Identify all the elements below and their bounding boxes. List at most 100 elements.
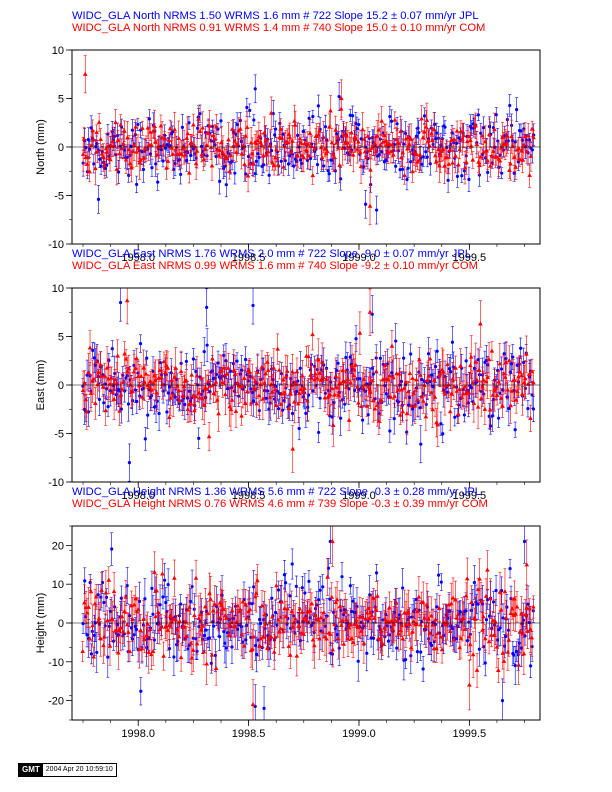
data-point — [394, 339, 398, 343]
data-point — [180, 125, 184, 130]
data-point — [474, 141, 480, 147]
data-point — [432, 122, 437, 126]
data-point — [192, 408, 197, 413]
data-point — [484, 359, 488, 363]
data-point — [167, 385, 172, 389]
data-point — [423, 124, 429, 129]
data-point — [300, 161, 304, 165]
data-point — [292, 399, 297, 404]
data-point — [114, 166, 120, 171]
data-point — [189, 372, 195, 377]
data-point — [511, 355, 515, 359]
data-point — [263, 134, 267, 138]
data-point — [375, 402, 380, 407]
data-point — [516, 146, 522, 151]
data-point — [332, 154, 337, 160]
data-point — [118, 122, 123, 127]
data-point — [391, 152, 396, 157]
data-point — [307, 116, 311, 120]
data-point — [106, 405, 110, 409]
data-point — [266, 367, 271, 372]
data-point — [162, 136, 168, 141]
data-point — [306, 153, 312, 158]
data-point — [389, 119, 394, 123]
data-point — [274, 147, 279, 152]
data-point — [294, 369, 300, 374]
data-point — [408, 136, 414, 141]
data-point — [330, 422, 336, 427]
data-point — [159, 135, 165, 140]
data-point — [139, 394, 145, 399]
data-point — [165, 410, 169, 414]
data-point — [486, 131, 492, 137]
data-point — [355, 126, 359, 131]
data-point — [400, 167, 405, 171]
data-point — [93, 165, 98, 171]
data-point — [311, 389, 315, 393]
data-point — [196, 116, 201, 121]
data-point — [502, 352, 506, 356]
data-point — [509, 362, 514, 366]
data-point — [315, 357, 321, 362]
data-point — [205, 130, 211, 135]
data-point — [194, 148, 200, 153]
data-point — [176, 135, 182, 140]
data-point — [388, 429, 392, 433]
data-point — [376, 127, 382, 132]
data-point — [279, 135, 285, 140]
data-point — [123, 157, 129, 162]
data-point — [185, 396, 190, 400]
data-point — [133, 133, 137, 137]
data-point — [106, 132, 110, 136]
data-point — [512, 171, 516, 175]
data-point — [430, 373, 434, 377]
data-point — [402, 356, 406, 360]
data-point — [131, 142, 137, 147]
data-point — [428, 162, 432, 166]
data-point — [344, 355, 348, 360]
data-point — [508, 103, 512, 108]
data-point — [486, 170, 490, 174]
data-point — [343, 384, 349, 389]
data-point — [197, 436, 201, 440]
data-point — [451, 136, 457, 141]
data-point — [332, 400, 336, 405]
data-point — [422, 114, 427, 118]
data-point — [126, 366, 132, 371]
east-panel: WIDC_GLA East NRMS 1.76 WRMS 2.0 mm # 72… — [35, 248, 541, 502]
data-point — [333, 373, 339, 378]
data-point — [420, 134, 426, 140]
data-point — [490, 148, 496, 154]
data-point — [287, 403, 292, 407]
data-point — [224, 155, 230, 160]
data-point — [135, 182, 139, 187]
data-point — [410, 169, 415, 174]
north-legend-ff0000: WIDC_GLA North NRMS 0.91 WRMS 1.4 mm # 7… — [72, 22, 485, 34]
data-point — [254, 401, 259, 406]
data-point — [216, 411, 221, 416]
data-point — [209, 163, 215, 168]
data-point — [251, 160, 256, 166]
data-point — [89, 126, 93, 130]
data-point — [321, 374, 326, 380]
data-point — [242, 375, 247, 380]
data-point — [95, 148, 100, 154]
data-point — [319, 155, 325, 160]
data-point — [450, 160, 455, 165]
data-point — [456, 162, 461, 167]
data-point — [283, 159, 287, 163]
data-point — [304, 411, 308, 416]
data-point — [96, 369, 102, 375]
data-point — [290, 369, 295, 374]
data-point — [322, 164, 326, 168]
data-point — [138, 342, 143, 346]
data-point — [289, 382, 294, 387]
data-point — [433, 364, 438, 369]
data-point — [110, 389, 115, 394]
data-point — [181, 383, 187, 388]
data-point — [121, 141, 126, 146]
data-point — [339, 416, 343, 420]
data-point — [169, 377, 175, 382]
data-point — [125, 135, 130, 140]
data-point — [165, 158, 171, 163]
